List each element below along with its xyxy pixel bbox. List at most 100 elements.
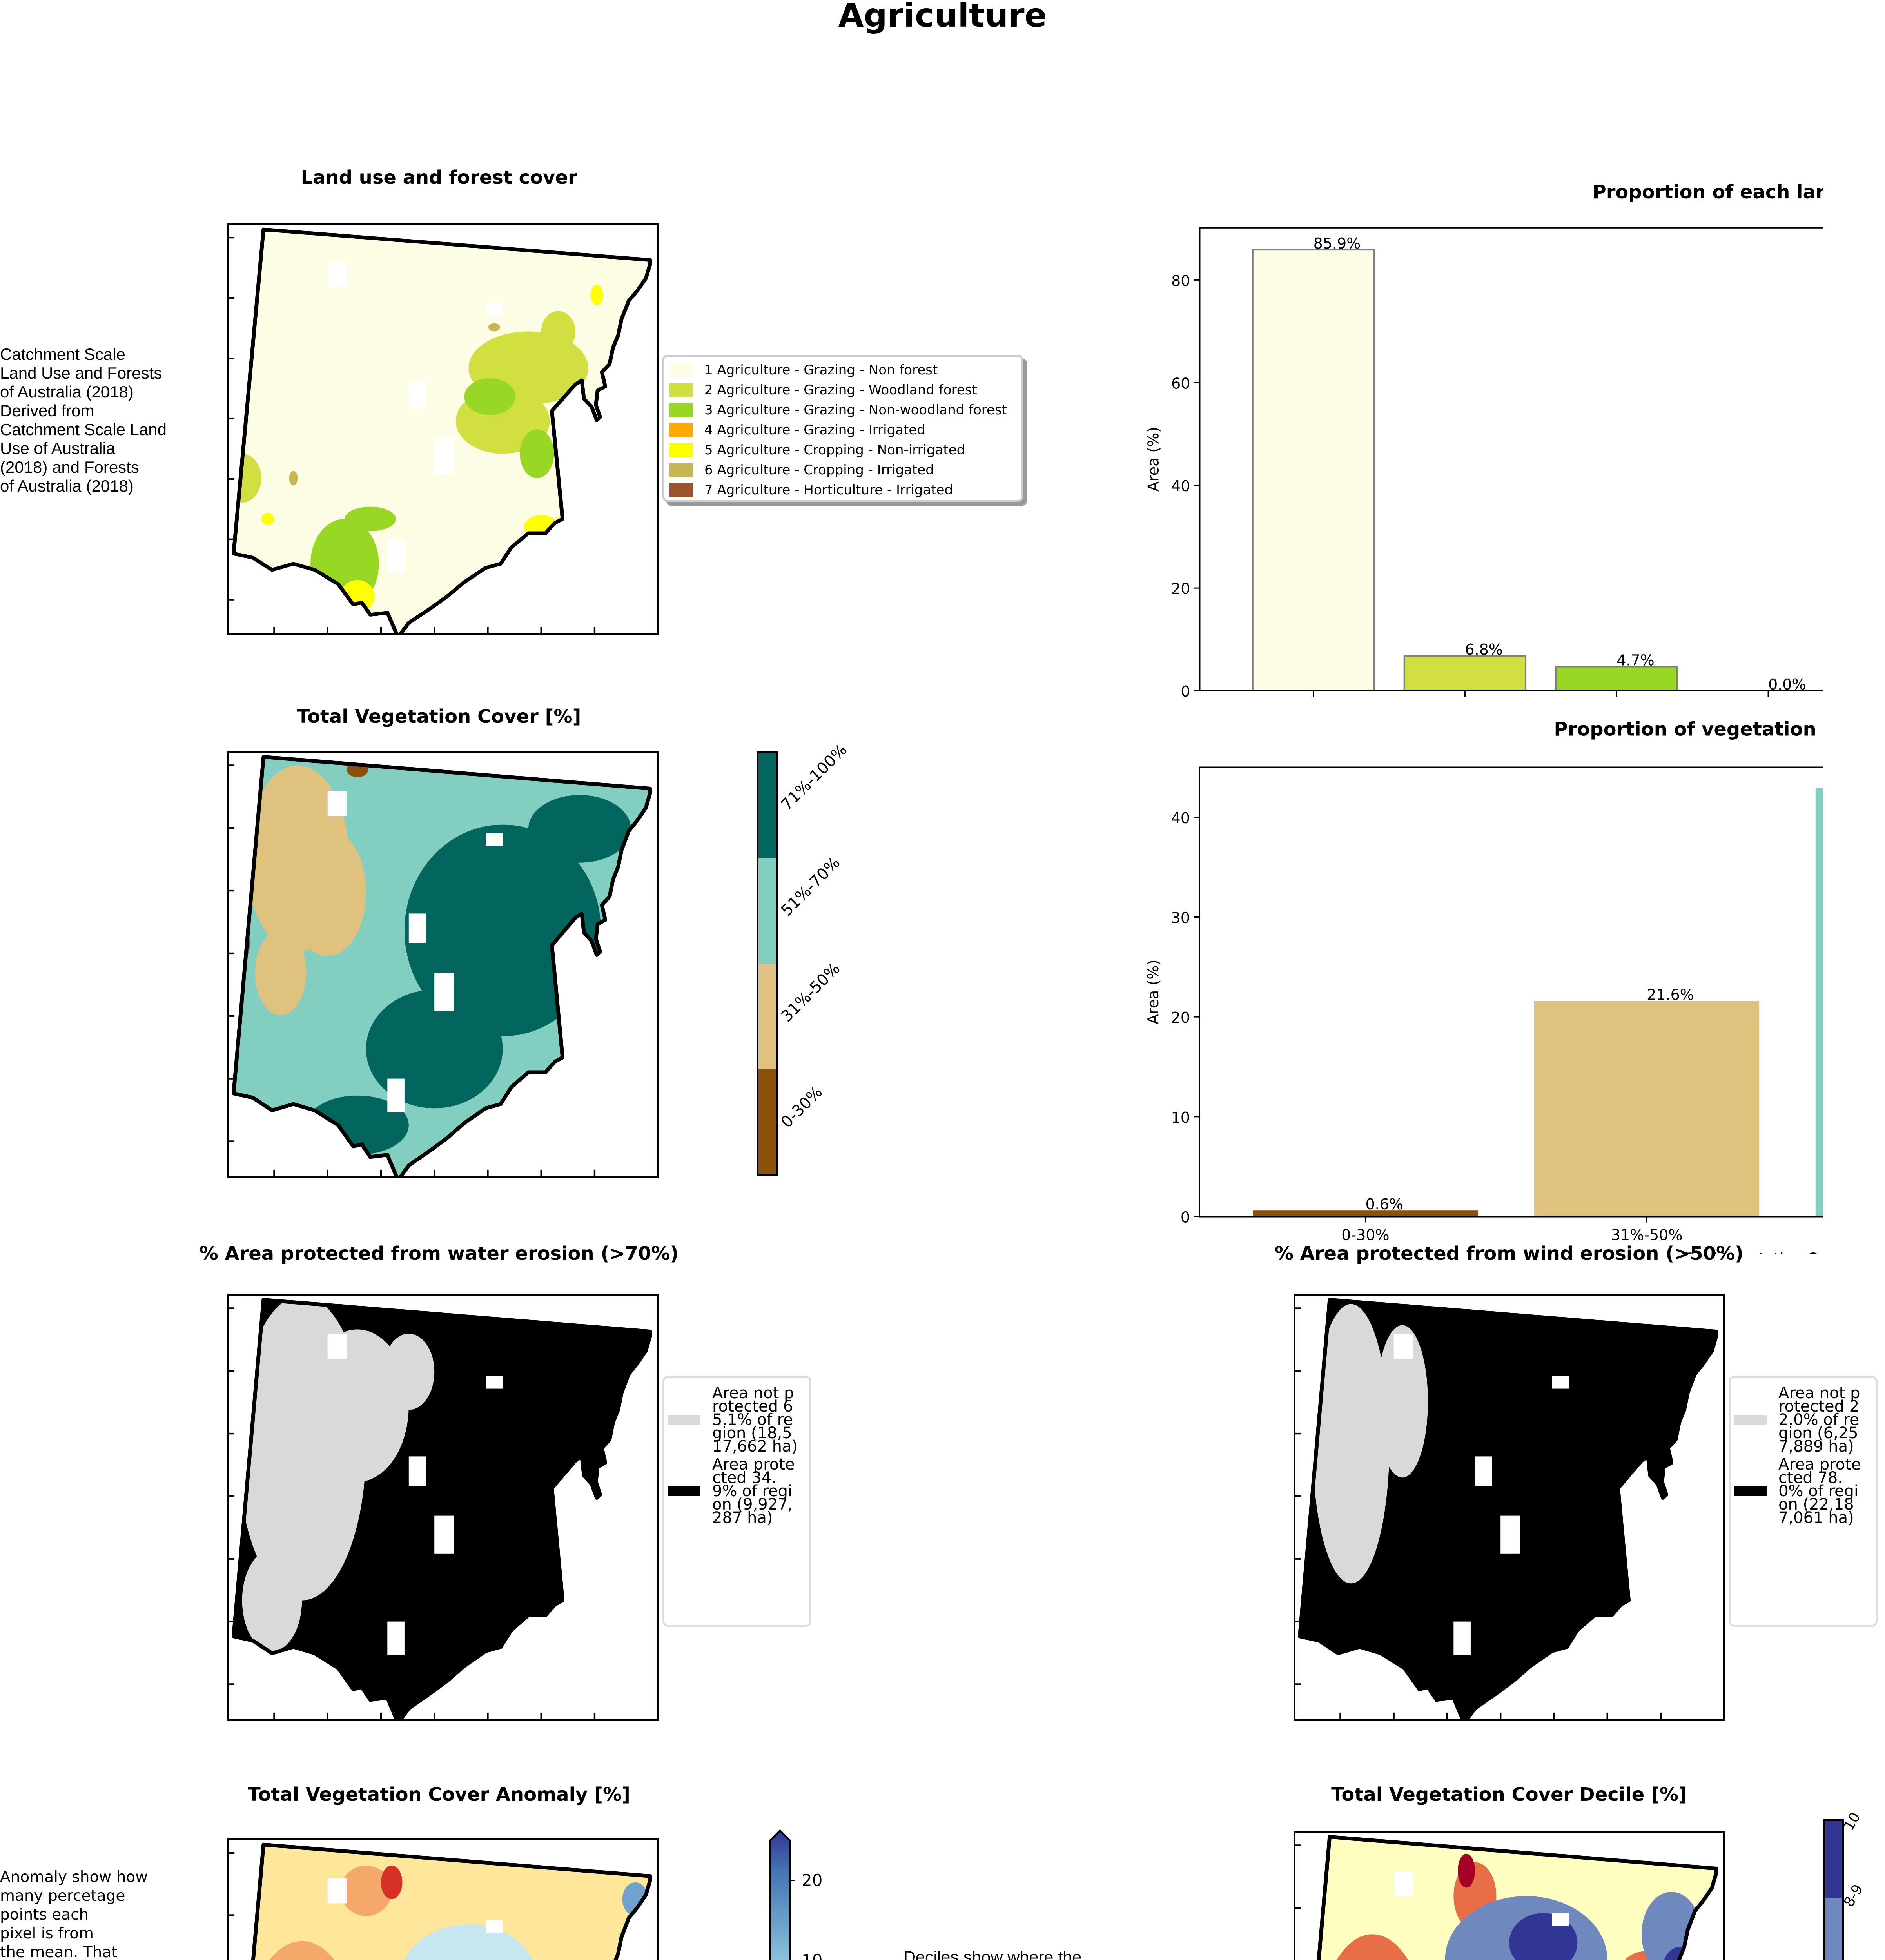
bar-1: [1252, 249, 1375, 692]
legend-swatch: [669, 463, 693, 477]
legend-swatch: [1734, 1486, 1767, 1496]
map-fill: [233, 229, 650, 633]
legend-swatch: [668, 1415, 700, 1425]
no-data-patch: [387, 539, 405, 572]
y-tick-label: 0: [1181, 1209, 1190, 1226]
tvc-map-title: Total Vegetation Cover [%]: [297, 706, 581, 728]
decile-colorbar: 108-94-72-31: [1823, 1810, 1866, 1960]
no-data-patch: [327, 262, 347, 287]
legend-item: 5 Agriculture - Cropping - Non-irrigated: [664, 440, 1021, 460]
map-region-patch: [520, 429, 554, 478]
map-region-patch: [255, 930, 307, 1015]
tvc-colorbar-bar: [757, 751, 778, 1176]
map-region-patch: [381, 1866, 403, 1899]
colorbar-label: 51%-70%: [777, 853, 844, 920]
water-erosion-title: % Area protected from water erosion (>70…: [199, 1243, 679, 1265]
legend-item: 7 Agriculture - Horticulture - Irrigated: [664, 480, 1021, 500]
legend-swatch: [669, 403, 693, 417]
colorbar-segment: [758, 753, 776, 859]
y-tick-label: 40: [1171, 477, 1190, 495]
landuse-map: [227, 223, 659, 635]
no-data-patch: [387, 1078, 405, 1112]
map-region-patch: [242, 1550, 302, 1651]
map-region-patch: [1312, 1304, 1390, 1584]
decile-map-title: Total Vegetation Cover Decile [%]: [1331, 1784, 1687, 1806]
wind-erosion-legend: Area not protected 22.0% of region (6,25…: [1729, 1376, 1878, 1627]
region-boundary: [231, 755, 652, 1176]
colorbar-label: 0-30%: [777, 1083, 826, 1132]
page-title: Agriculture: [838, 0, 1047, 34]
legend-swatch: [1734, 1415, 1767, 1425]
decile-colorbar-bar: [1823, 1819, 1844, 1960]
no-data-patch: [486, 1920, 503, 1933]
region-boundary: [251, 1842, 652, 1960]
bar-51%-70%: [1815, 788, 1823, 1217]
no-data-patch: [434, 1515, 454, 1554]
y-tick-label: 10: [1171, 1109, 1190, 1126]
anomaly-map-title: Total Vegetation Cover Anomaly [%]: [248, 1784, 630, 1806]
no-data-patch: [1552, 1913, 1569, 1926]
legend-label: Area not protected 65.1% of region (18,5…: [712, 1384, 798, 1455]
y-tick-label: 60: [1171, 375, 1190, 392]
no-data-patch: [434, 973, 454, 1011]
legend-item-not-protected: Area not protected 22.0% of region (6,25…: [1731, 1384, 1876, 1455]
legend-label: 5 Agriculture - Cropping - Non-irrigated: [704, 442, 965, 458]
landuse-legend: 1 Agriculture - Grazing - Non forest 2 Ag…: [662, 355, 1023, 502]
legend-swatch: [669, 483, 693, 497]
no-data-patch: [579, 1571, 603, 1609]
no-data-patch: [579, 490, 603, 527]
legend-item-protected: Area protected 78.0% of region (22,187,0…: [1731, 1457, 1876, 1526]
legend-label: 3 Agriculture - Grazing - Non-woodland f…: [704, 402, 1007, 418]
colorbar-label: 31%-50%: [777, 959, 844, 1026]
no-data-patch: [408, 913, 426, 943]
map-region-patch: [340, 1866, 392, 1916]
legend-label: 4 Agriculture - Grazing - Irrigated: [704, 422, 925, 438]
no-data-patch: [327, 1334, 347, 1359]
y-axis-label: Area (%): [1145, 960, 1162, 1024]
map-region-patch: [366, 989, 503, 1109]
plot-frame: [1199, 227, 1823, 692]
no-data-patch: [408, 1456, 426, 1486]
data-label: 0.6%: [1365, 1196, 1403, 1213]
data-label: 21.6%: [1647, 986, 1694, 1003]
colorbar-segment: [1825, 1821, 1842, 1898]
y-tick-label: 0: [1181, 683, 1190, 698]
map-region-patch: [289, 829, 366, 956]
chart-title: Proportion of vegetation cover class in …: [1554, 719, 1823, 740]
legend-item: 2 Agriculture - Grazing - Woodland fores…: [664, 380, 1021, 400]
map-region-patch: [1509, 1913, 1578, 1960]
region-boundary: [1297, 1298, 1718, 1719]
y-axis-label: Area (%): [1145, 427, 1162, 492]
data-label: 85.9%: [1314, 235, 1361, 252]
y-tick-label: 40: [1171, 809, 1190, 827]
landclass-bar-chart: Proportion of each land class in area 85.…: [1145, 181, 1823, 698]
legend-swatch: [669, 363, 693, 377]
no-data-patch: [486, 1376, 503, 1389]
legend-label: Area not protected 22.0% of region (6,25…: [1778, 1384, 1860, 1455]
colorbar-tick-label: 10: [802, 1951, 822, 1960]
no-data-patch: [387, 1621, 405, 1655]
colorbar-label: 8-9: [1841, 1882, 1867, 1910]
x-axis-label: Total Vegetation Cover class: [1682, 1250, 1823, 1255]
anomaly-side-text: Anomaly show how many percetage points e…: [0, 1868, 148, 1960]
map-region-patch: [1377, 1325, 1428, 1478]
no-data-patch: [579, 1028, 603, 1066]
no-data-patch: [1500, 1515, 1520, 1554]
y-tick-label: 80: [1171, 272, 1190, 289]
legend-swatch: [669, 423, 693, 437]
map-region-patch: [400, 1924, 537, 1960]
tvc-map-graphic: [229, 755, 652, 1176]
legend-swatch: [669, 383, 693, 397]
no-data-patch: [327, 1878, 347, 1904]
water-map-graphic: [229, 1298, 652, 1719]
decile-map-graphic: [1295, 1835, 1718, 1960]
no-data-patch: [408, 380, 426, 409]
anomaly-map: [227, 1838, 659, 1960]
no-data-patch: [434, 437, 454, 474]
colorbar-segment: [758, 858, 776, 964]
no-data-patch: [1552, 1376, 1569, 1389]
x-tick-label: 0-30%: [1341, 1227, 1389, 1244]
legend-swatch: [668, 1486, 700, 1496]
anomaly-colorbar-bar: [769, 1829, 791, 1960]
legend-label: 7 Agriculture - Horticulture - Irrigated: [704, 482, 953, 498]
